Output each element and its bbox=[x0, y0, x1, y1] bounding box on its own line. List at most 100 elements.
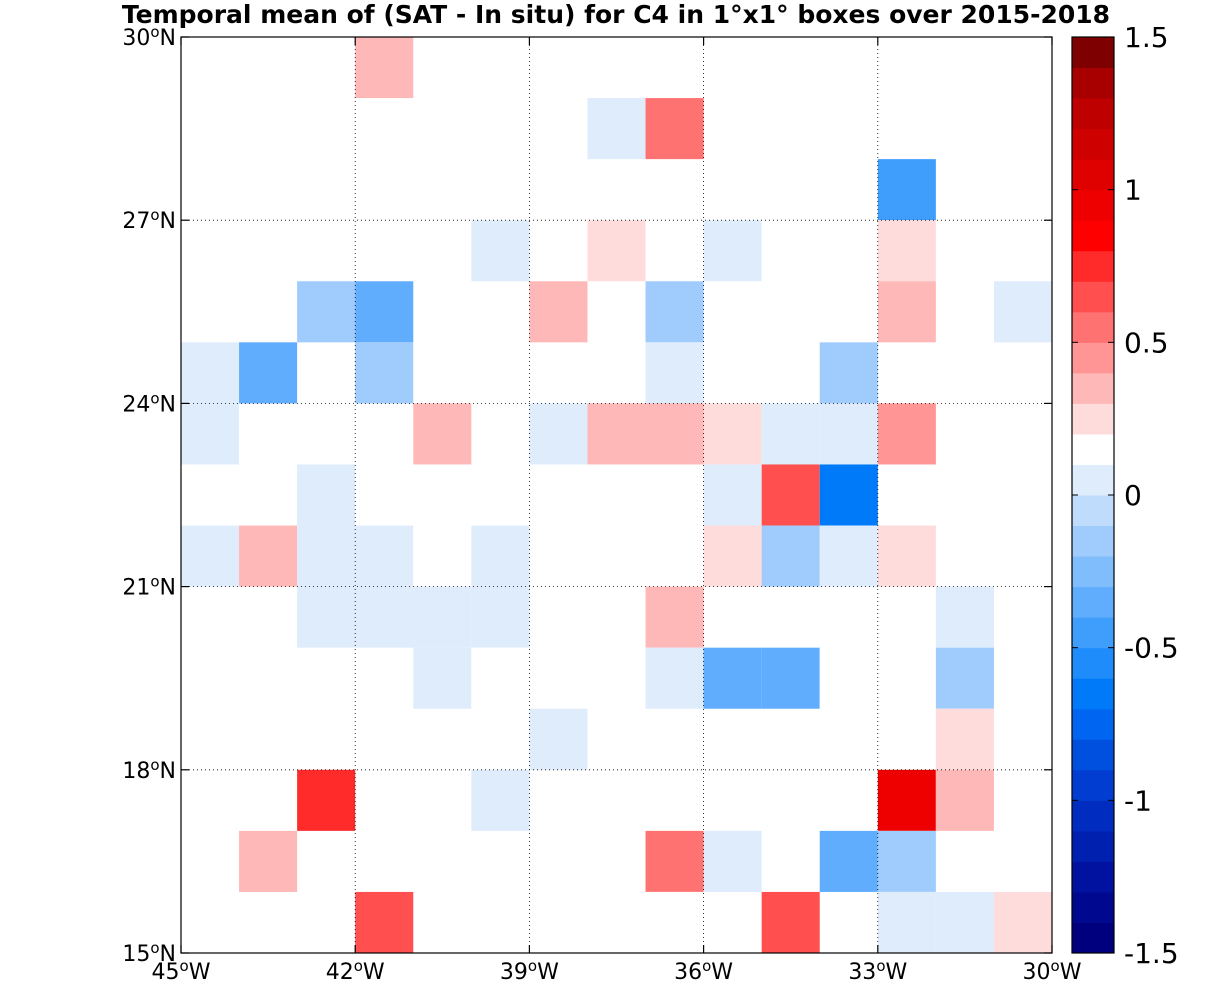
heatmap-cell bbox=[645, 830, 704, 892]
heatmap-cell bbox=[819, 403, 878, 465]
colorbar-swatch bbox=[1072, 830, 1114, 862]
heatmap-cell bbox=[761, 525, 820, 587]
heatmap-cell bbox=[935, 769, 994, 831]
chart-title: Temporal mean of (SAT - In situ) for C4 … bbox=[121, 0, 1111, 29]
heatmap-cell bbox=[645, 464, 704, 526]
heatmap-cell bbox=[471, 525, 530, 587]
colorbar-swatch bbox=[1072, 495, 1114, 527]
heatmap-cell bbox=[413, 403, 472, 465]
heatmap-cell bbox=[993, 891, 1052, 953]
heatmap-cell bbox=[819, 830, 878, 892]
heatmap-cell bbox=[645, 281, 704, 343]
colorbar-swatch bbox=[1072, 37, 1114, 69]
heatmap-cell bbox=[181, 342, 240, 404]
y-tick-label: 18oN bbox=[122, 756, 176, 784]
heatmap-cell bbox=[703, 403, 762, 465]
colorbar: 1.5 1 0.5 0 -0.5 -1 -1.5 bbox=[1071, 21, 1179, 970]
colorbar-swatch bbox=[1072, 891, 1114, 923]
y-tick-label: 27oN bbox=[122, 206, 176, 234]
colorbar-swatch bbox=[1072, 739, 1114, 771]
heatmap-cell bbox=[355, 37, 414, 99]
heatmap-cell bbox=[355, 525, 414, 587]
heatmap-cell bbox=[819, 342, 878, 404]
heatmap-cell bbox=[181, 525, 240, 587]
colorbar-swatch bbox=[1072, 250, 1114, 282]
y-tick-label: 30oN bbox=[122, 23, 176, 51]
heatmap-cell bbox=[877, 891, 936, 953]
heatmap-cell bbox=[819, 281, 878, 343]
heatmap-cell bbox=[877, 281, 936, 343]
colorbar-swatch bbox=[1072, 281, 1114, 313]
colorbar-swatch bbox=[1072, 433, 1114, 465]
heatmap-cell bbox=[297, 586, 356, 648]
heatmap-cell bbox=[877, 830, 936, 892]
heatmap-cell bbox=[877, 98, 936, 160]
heatmap-cell bbox=[297, 769, 356, 831]
heatmap-cell bbox=[529, 281, 588, 343]
colorbar-swatch bbox=[1072, 525, 1114, 557]
colorbar-swatch bbox=[1072, 464, 1114, 496]
x-tick-label: 33oW bbox=[848, 957, 907, 984]
colorbar-swatch bbox=[1072, 586, 1114, 618]
y-tick-label: 15oN bbox=[122, 939, 176, 967]
colorbar-tick-label: -1 bbox=[1124, 784, 1152, 817]
x-tick-label: 36oW bbox=[674, 957, 733, 984]
colorbar-swatch bbox=[1072, 189, 1114, 221]
y-tick-label: 21oN bbox=[122, 573, 176, 601]
x-axis: 45oW 42oW 39oW 36oW 33oW 30oW bbox=[152, 37, 1082, 984]
colorbar-swatch bbox=[1072, 922, 1114, 954]
heatmap-cell bbox=[935, 647, 994, 709]
heatmap-cell bbox=[645, 403, 704, 465]
heatmap-cell bbox=[993, 281, 1052, 343]
heatmap-cell bbox=[239, 281, 298, 343]
heatmap-cell bbox=[935, 708, 994, 770]
heatmap-cell bbox=[703, 342, 762, 404]
y-tick-label: 24oN bbox=[122, 389, 176, 417]
heatmap-cell bbox=[297, 525, 356, 587]
heatmap-cell bbox=[587, 220, 646, 282]
heatmap-cell bbox=[703, 464, 762, 526]
heatmap-cell bbox=[239, 342, 298, 404]
heatmap-cells bbox=[181, 37, 1052, 953]
heatmap-cell bbox=[297, 37, 356, 99]
colorbar-swatch bbox=[1072, 769, 1114, 801]
heatmap-cell bbox=[877, 403, 936, 465]
colorbar-tick-label: -1.5 bbox=[1124, 937, 1179, 970]
plot-frame bbox=[180, 36, 1053, 954]
colorbar-tick-label: 0 bbox=[1124, 479, 1142, 512]
colorbar-swatch bbox=[1072, 128, 1114, 160]
heatmap-cell bbox=[471, 647, 530, 709]
heatmap-cell bbox=[703, 525, 762, 587]
heatmap-cell bbox=[935, 586, 994, 648]
heatmap-cell bbox=[297, 464, 356, 526]
heatmap-cell bbox=[413, 647, 472, 709]
colorbar-swatch bbox=[1072, 342, 1114, 374]
heatmap-cell bbox=[877, 769, 936, 831]
heatmap-cell bbox=[239, 830, 298, 892]
x-tick-label: 42oW bbox=[326, 957, 385, 984]
heatmap-cell bbox=[471, 586, 530, 648]
heatmap-cell bbox=[355, 891, 414, 953]
colorbar-swatch bbox=[1072, 98, 1114, 130]
colorbar-swatch bbox=[1072, 220, 1114, 252]
heatmap-cell bbox=[819, 525, 878, 587]
heatmap-cell bbox=[645, 586, 704, 648]
heatmap-cell bbox=[529, 403, 588, 465]
colorbar-swatch bbox=[1072, 556, 1114, 588]
x-tick-label: 39oW bbox=[500, 957, 559, 984]
colorbar-swatch bbox=[1072, 708, 1114, 740]
heatmap-cell bbox=[703, 647, 762, 709]
colorbar-tick-label: 0.5 bbox=[1124, 326, 1169, 359]
heatmap-cell bbox=[703, 830, 762, 892]
heatmap-cell bbox=[355, 464, 414, 526]
heatmap-cell bbox=[877, 525, 936, 587]
heatmap-cell bbox=[413, 586, 472, 648]
colorbar-tick-label: -0.5 bbox=[1124, 632, 1179, 665]
heatmap-cell bbox=[761, 403, 820, 465]
heatmap-cell bbox=[587, 403, 646, 465]
colorbar-swatch bbox=[1072, 647, 1114, 679]
heatmap-cell bbox=[761, 891, 820, 953]
heatmap-cell bbox=[935, 891, 994, 953]
colorbar-swatch bbox=[1072, 617, 1114, 649]
heatmap-cell bbox=[877, 159, 936, 221]
